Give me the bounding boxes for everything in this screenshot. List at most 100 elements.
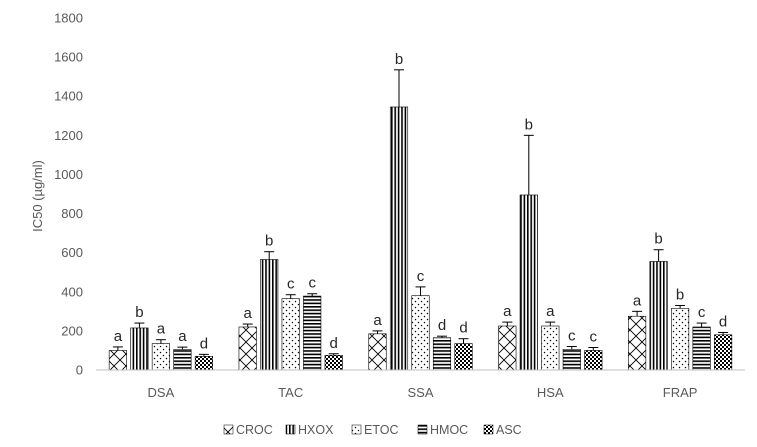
x-category-label: HSA — [537, 385, 564, 400]
significance-letter: d — [719, 313, 727, 330]
y-tick-label: 1000 — [54, 167, 83, 182]
error-bar — [242, 323, 253, 327]
error-bar — [545, 321, 556, 326]
error-bar — [566, 346, 577, 350]
legend-label: CROC — [236, 423, 273, 437]
significance-letter: d — [459, 320, 467, 337]
error-bar — [588, 347, 599, 351]
legend-item-hmoc: HMOC — [417, 423, 468, 437]
significance-letter: c — [698, 304, 706, 321]
bar-etoc — [411, 295, 430, 371]
bar-etoc — [151, 343, 170, 371]
significance-letter: a — [373, 312, 382, 329]
legend-swatch — [351, 424, 362, 435]
significance-letter: c — [417, 268, 425, 285]
y-tick-label: 0 — [76, 363, 83, 378]
legend-swatch — [417, 424, 428, 435]
significance-letter: c — [590, 329, 598, 346]
error-bar — [285, 294, 296, 299]
error-bar — [458, 338, 469, 344]
error-bar — [155, 339, 166, 344]
bar-hmoc — [692, 326, 711, 371]
significance-letter: a — [178, 328, 187, 345]
x-category-label: TAC — [278, 385, 303, 400]
bar-croc — [498, 325, 517, 371]
error-bar — [328, 353, 339, 356]
bar-asc — [194, 356, 213, 371]
error-bar — [307, 293, 318, 297]
significance-letter: d — [438, 317, 446, 334]
legend-swatch — [223, 424, 234, 435]
bar-asc — [454, 343, 473, 371]
significance-letter: b — [395, 51, 403, 68]
x-category-label: DSA — [148, 385, 175, 400]
significance-letter: b — [525, 116, 533, 133]
bar-asc — [584, 350, 603, 371]
error-bar — [437, 335, 447, 338]
error-bar — [177, 346, 188, 350]
legend-swatch — [285, 424, 296, 435]
bar-hmoc — [432, 337, 452, 371]
y-tick-label: 1200 — [54, 128, 83, 143]
significance-letter: a — [503, 303, 512, 320]
x-axis: DSA TAC SSA HSA FRAP — [96, 369, 745, 400]
significance-letter: b — [654, 231, 662, 248]
legend-swatch — [483, 424, 494, 435]
error-bar — [415, 286, 426, 296]
legend-item-hxox: HXOX — [285, 423, 334, 437]
bar-hxox — [130, 327, 149, 371]
bar-hxox — [649, 261, 668, 371]
significance-letter: c — [568, 328, 576, 345]
y-tick-label: 400 — [61, 284, 83, 299]
bar-etoc — [541, 325, 560, 371]
y-axis-ticks: 0 200 400 600 800 1000 1200 1400 1600 1800 — [54, 11, 83, 378]
bar-hmoc — [303, 295, 322, 371]
significance-letter: a — [114, 328, 123, 345]
legend: CROC HXOX ETOC HMOC ASC — [223, 423, 522, 437]
significance-letter: d — [330, 335, 338, 352]
y-tick-label: 1400 — [54, 89, 83, 104]
legend-label: HXOX — [298, 423, 334, 437]
error-bar — [632, 310, 643, 317]
bar-asc — [324, 355, 343, 371]
significance-letter: a — [546, 303, 555, 320]
bar-croc — [628, 315, 647, 371]
bar-hxox — [260, 259, 279, 371]
significance-letter: b — [135, 304, 143, 321]
error-bar — [264, 251, 275, 260]
significance-letter: c — [287, 276, 295, 293]
y-tick-label: 200 — [61, 323, 83, 338]
y-tick-label: 600 — [61, 245, 83, 260]
error-bar — [198, 353, 209, 357]
error-bar — [134, 322, 145, 328]
significance-letter: a — [633, 292, 642, 309]
significance-letter: b — [265, 233, 273, 250]
legend-label: ETOC — [364, 423, 399, 437]
significance-letter: b — [676, 286, 684, 303]
error-bar — [502, 321, 513, 326]
error-bar — [372, 330, 383, 334]
legend-item-asc: ASC — [483, 423, 522, 437]
significance-letter: d — [200, 335, 208, 352]
y-tick-label: 1600 — [54, 50, 83, 65]
legend-label: HMOC — [430, 423, 468, 437]
significance-letter: c — [308, 275, 316, 292]
error-bar — [675, 304, 686, 309]
bar-etoc — [281, 298, 300, 371]
bar-etoc — [671, 308, 690, 371]
bar-croc — [108, 350, 127, 371]
significance-letter: a — [244, 305, 253, 322]
bar-hxox — [519, 194, 538, 371]
error-bar — [394, 69, 404, 107]
error-bar — [653, 249, 664, 262]
y-tick-label: 1800 — [54, 11, 83, 26]
y-axis-title: IC50 (µg/ml) — [30, 160, 45, 232]
legend-item-etoc: ETOC — [351, 423, 399, 437]
error-bar — [696, 322, 707, 327]
bar-hmoc — [562, 349, 581, 371]
bar-asc — [714, 334, 733, 371]
significance-letter: a — [157, 321, 166, 338]
